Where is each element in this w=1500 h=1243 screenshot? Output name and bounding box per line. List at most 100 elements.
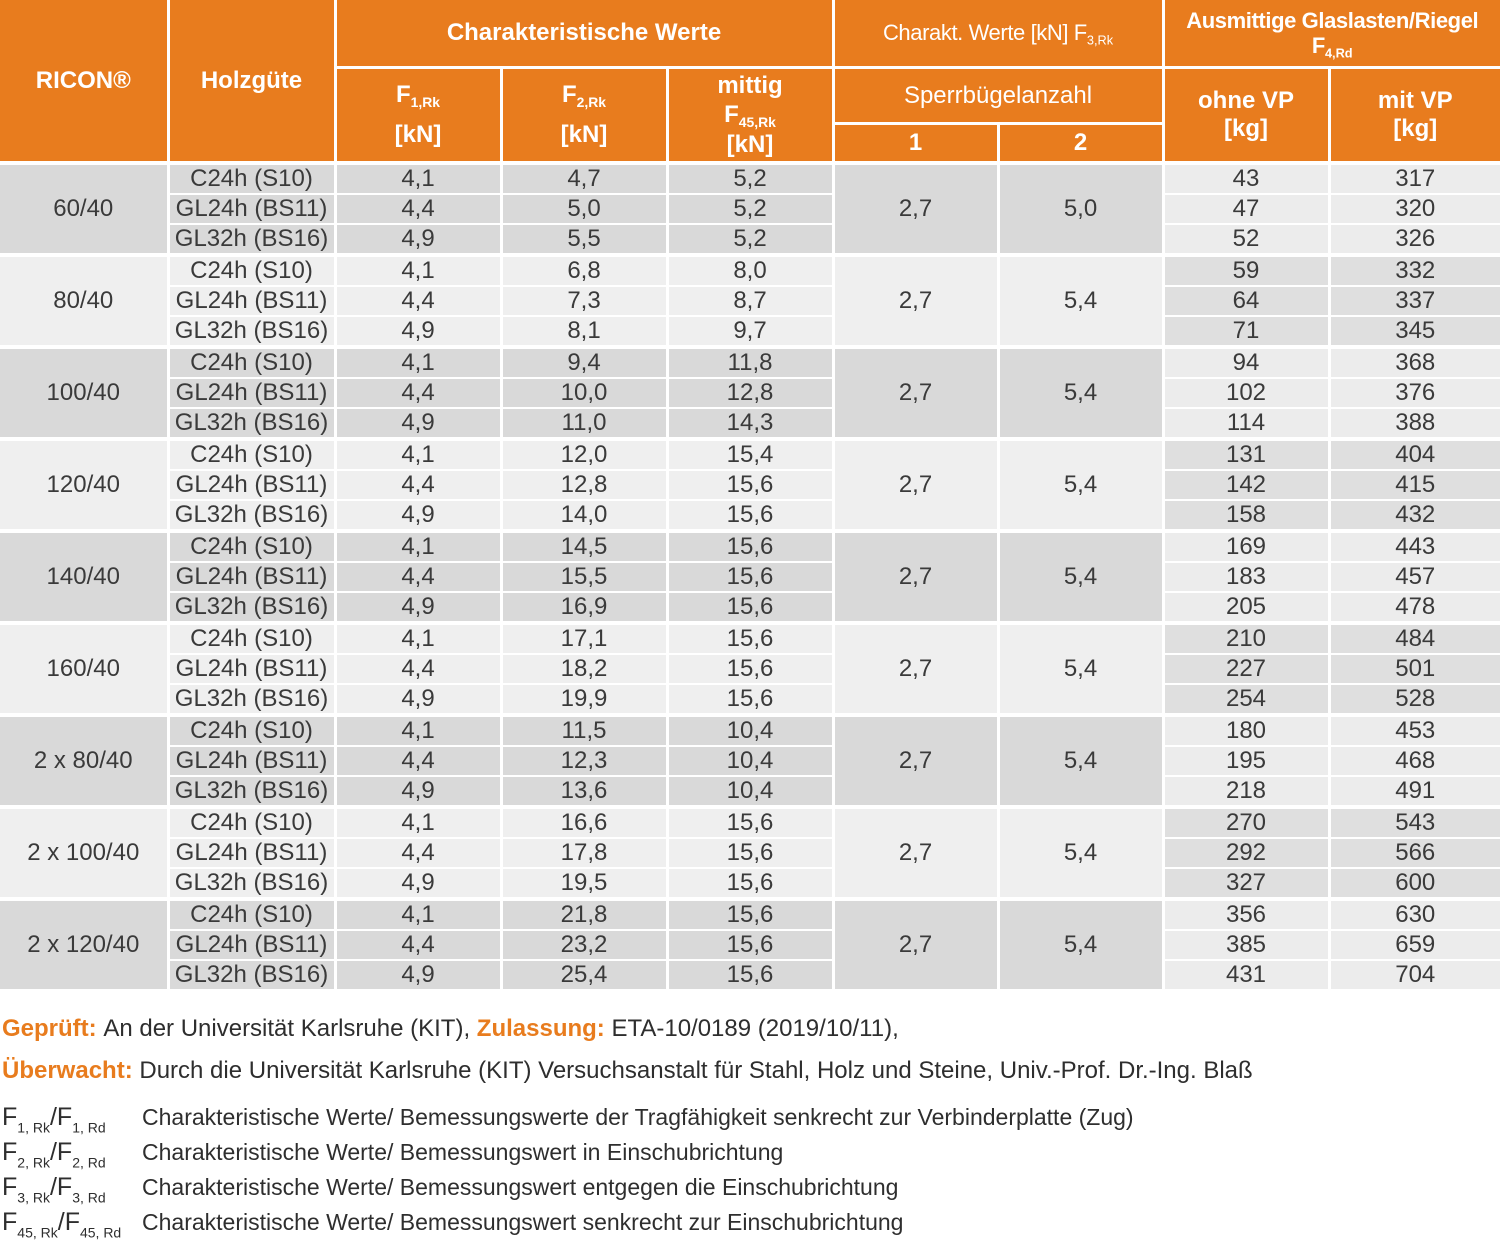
mit-vp-value: 453 <box>1327 713 1500 747</box>
column-header-sperrbuegel-2: 2 <box>996 122 1164 165</box>
footnote-symbol: F45, Rk/F45, Rd <box>2 1208 122 1241</box>
table-row: 100/40 C24h (S10) 4,1 9,4 11,8 2,7 5,4 94 368 <box>0 345 1500 440</box>
holzguete-cell: GL32h (BS16) <box>168 591 337 624</box>
f2rk-value: 17,8 <box>499 837 669 869</box>
f45rk-value: 15,6 <box>665 561 835 593</box>
sperrbuegel-2-value: 5,4 <box>996 345 1165 440</box>
ohne-vp-value: 254 <box>1161 683 1331 716</box>
f1rk-value: 4,1 <box>333 621 503 655</box>
f45rk-value: 15,6 <box>665 805 835 839</box>
mit-vp-value: 376 <box>1327 377 1500 409</box>
ricon-size-cell: 160/40 <box>0 621 170 716</box>
f2rk-value: 8,1 <box>499 315 669 348</box>
column-header-holzguete: Holzgüte <box>166 0 337 165</box>
table-row: GL24h (BS11) 4,4 17,8 15,6 292 566 <box>0 837 1500 869</box>
ricon-size-cell: 2 x 80/40 <box>0 713 170 808</box>
mit-vp-value: 600 <box>1327 867 1500 900</box>
sperrbuegel-2-value: 5,4 <box>996 805 1165 900</box>
mit-vp-value: 432 <box>1327 499 1500 532</box>
table-row: 2 x 120/40 C24h (S10) 4,1 21,8 15,6 2,7 5,4 356… <box>0 897 1500 991</box>
ohne-vp-value: 131 <box>1161 437 1331 471</box>
table-row: 80/40 C24h (S10) 4,1 6,8 8,0 2,7 5,4 59 332 <box>0 253 1500 348</box>
f45rk-value: 15,6 <box>665 591 835 624</box>
mit-vp-value: 404 <box>1327 437 1500 471</box>
footnote-list: F1, Rk/F1, Rd Charakteristische Werte/ Be… <box>2 1103 1498 1241</box>
table-row: GL24h (BS11) 4,4 5,0 5,2 47 320 <box>0 193 1500 225</box>
table-row: GL24h (BS11) 4,4 10,0 12,8 102 376 <box>0 377 1500 409</box>
mit-vp-value: 320 <box>1327 193 1500 225</box>
f1rk-value: 4,4 <box>333 561 503 593</box>
f45rk-value: 15,6 <box>665 683 835 716</box>
holzguete-cell: C24h (S10) <box>166 529 337 563</box>
f45rk-value: 9,7 <box>665 315 835 348</box>
holzguete-cell: C24h (S10) <box>166 345 337 379</box>
ohne-vp-value: 218 <box>1161 775 1331 808</box>
table-row: GL32h (BS16) 4,9 19,5 15,6 327 600 <box>0 867 1500 900</box>
f1rk-value: 4,4 <box>333 377 503 409</box>
f1rk-value: 4,9 <box>333 959 503 991</box>
column-header-f2rk: F2,Rk [kN] <box>499 66 669 165</box>
f2rk-value: 6,8 <box>499 253 669 287</box>
footer-line-ueberwacht: Überwacht: Durch die Universität Karlsru… <box>2 1057 1498 1085</box>
f2rk-value: 11,0 <box>499 407 669 440</box>
footer-text: Durch die Universität Karlsruhe (KIT) Ve… <box>139 1057 1253 1084</box>
mit-vp-value: 368 <box>1327 345 1500 379</box>
sperrbuegel-2-value: 5,4 <box>996 713 1165 808</box>
footer-text: ETA-10/0189 (2019/10/11), <box>611 1015 899 1042</box>
mit-vp-value: 543 <box>1327 805 1500 839</box>
f1rk-value: 4,9 <box>333 683 503 716</box>
ohne-vp-value: 205 <box>1161 591 1331 624</box>
f2rk-value: 16,6 <box>499 805 669 839</box>
footnote-symbol: F3, Rk/F3, Rd <box>2 1173 106 1206</box>
table-row: GL32h (BS16) 4,9 19,9 15,6 254 528 <box>0 683 1500 716</box>
ohne-vp-value: 169 <box>1161 529 1331 563</box>
ricon-size-cell: 2 x 120/40 <box>0 897 170 991</box>
ricon-size-cell: 2 x 100/40 <box>0 805 170 900</box>
footnote-row: F1, Rk/F1, Rd Charakteristische Werte/ Be… <box>2 1103 1498 1135</box>
mit-vp-value: 659 <box>1327 929 1500 961</box>
mit-vp-value: 566 <box>1327 837 1500 869</box>
holzguete-cell: GL24h (BS11) <box>168 653 337 685</box>
f45rk-value: 15,6 <box>665 837 835 869</box>
sperrbuegel-2-value: 5,4 <box>996 437 1165 532</box>
mit-vp-value: 528 <box>1327 683 1500 716</box>
ricon-size-cell: 140/40 <box>0 529 170 624</box>
footer: Geprüft: An der Universität Karlsruhe (K… <box>0 991 1500 1241</box>
table-row: GL24h (BS11) 4,4 12,8 15,6 142 415 <box>0 469 1500 501</box>
f1rk-value: 4,4 <box>333 653 503 685</box>
column-header-sperrbuegel-1: 1 <box>833 122 1000 165</box>
sperrbuegel-1-value: 2,7 <box>831 621 1000 716</box>
sperrbuegel-2-value: 5,4 <box>996 253 1165 348</box>
column-header-f1rk: F1,Rk [kN] <box>335 66 503 165</box>
ohne-vp-value: 431 <box>1161 959 1331 991</box>
table-row: 160/40 C24h (S10) 4,1 17,1 15,6 2,7 5,4 210 484 <box>0 621 1500 716</box>
f2rk-value: 18,2 <box>499 653 669 685</box>
f45rk-value: 15,4 <box>665 437 835 471</box>
holzguete-cell: C24h (S10) <box>166 805 337 839</box>
footnote-row: F3, Rk/F3, Rd Charakteristische Werte/ Be… <box>2 1173 1498 1206</box>
holzguete-cell: C24h (S10) <box>166 713 337 747</box>
sperrbuegel-2-value: 5,4 <box>996 897 1165 991</box>
f45rk-value: 11,8 <box>665 345 835 379</box>
table-row: GL32h (BS16) 4,9 14,0 15,6 158 432 <box>0 499 1500 532</box>
sperrbuegel-1-value: 2,7 <box>831 437 1000 532</box>
ohne-vp-value: 327 <box>1161 867 1331 900</box>
holzguete-cell: GL24h (BS11) <box>168 837 337 869</box>
ricon-size-cell: 60/40 <box>0 161 170 256</box>
ohne-vp-value: 94 <box>1161 345 1331 379</box>
sperrbuegel-1-value: 2,7 <box>831 713 1000 808</box>
f1rk-value: 4,9 <box>333 775 503 808</box>
f1rk-value: 4,1 <box>333 253 503 287</box>
footnote-description: Charakteristische Werte/ Bemessungswert … <box>142 1139 784 1165</box>
f2rk-value: 10,0 <box>499 377 669 409</box>
column-header-mit-vp: mit VP [kg] <box>1327 66 1500 165</box>
ricon-size-cell: 100/40 <box>0 345 170 440</box>
table-row: GL24h (BS11) 4,4 7,3 8,7 64 337 <box>0 285 1500 317</box>
table-row: GL32h (BS16) 4,9 8,1 9,7 71 345 <box>0 315 1500 348</box>
sperrbuegel-1-value: 2,7 <box>831 897 1000 991</box>
ohne-vp-value: 270 <box>1161 805 1331 839</box>
f2rk-value: 13,6 <box>499 775 669 808</box>
mit-vp-value: 484 <box>1327 621 1500 655</box>
f45rk-value: 15,6 <box>665 897 835 931</box>
